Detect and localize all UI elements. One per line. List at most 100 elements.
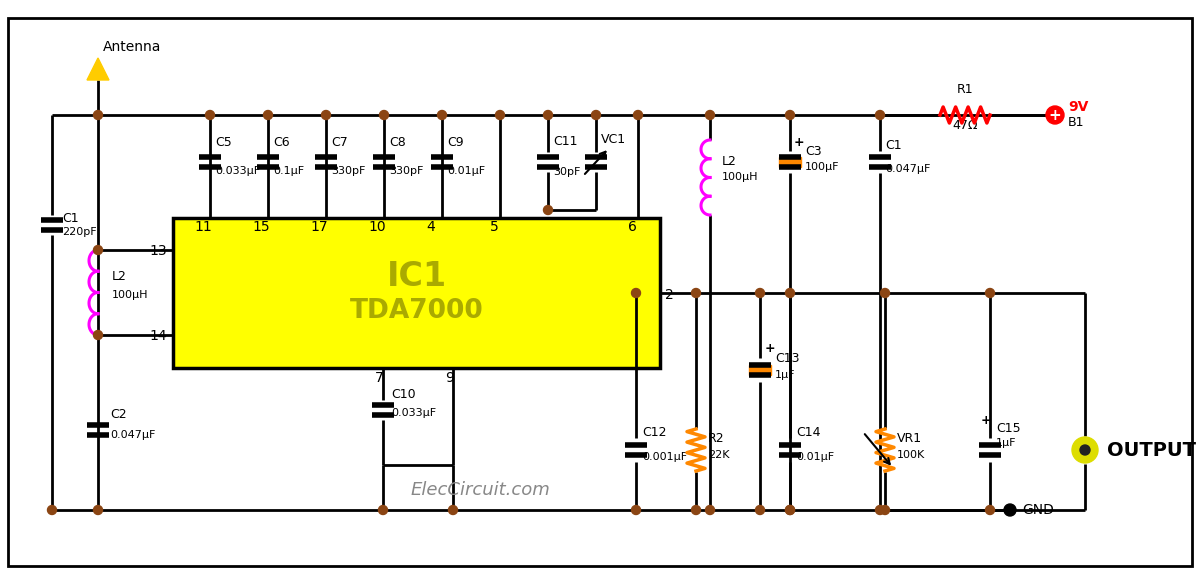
Text: GND: GND — [1022, 503, 1054, 517]
Text: 47Ω: 47Ω — [953, 119, 978, 132]
Circle shape — [786, 110, 794, 120]
Circle shape — [205, 110, 215, 120]
Text: OUTPUT: OUTPUT — [1108, 440, 1196, 460]
Text: C3: C3 — [805, 145, 822, 158]
Text: 4: 4 — [426, 220, 434, 234]
Text: +: + — [794, 136, 805, 149]
Text: VR1: VR1 — [898, 432, 922, 445]
Circle shape — [881, 505, 889, 515]
Text: 22K: 22K — [708, 450, 730, 460]
Circle shape — [786, 505, 794, 515]
Text: 0.033μF: 0.033μF — [391, 408, 436, 418]
Circle shape — [94, 331, 102, 339]
Circle shape — [94, 110, 102, 120]
Bar — [779, 157, 802, 167]
Circle shape — [496, 110, 504, 120]
Text: 0.001μF: 0.001μF — [642, 452, 688, 462]
Circle shape — [631, 289, 641, 297]
Circle shape — [634, 110, 642, 120]
Text: 0.047μF: 0.047μF — [110, 430, 155, 440]
Circle shape — [1072, 437, 1098, 463]
Text: C8: C8 — [389, 136, 406, 149]
Text: 100μH: 100μH — [722, 172, 758, 182]
Text: 0.047μF: 0.047μF — [886, 164, 930, 174]
Text: C1: C1 — [62, 211, 79, 224]
Text: 10: 10 — [368, 220, 385, 234]
Text: L2: L2 — [722, 155, 737, 168]
Text: C15: C15 — [996, 422, 1021, 435]
Text: TDA7000: TDA7000 — [349, 298, 484, 324]
Text: +: + — [766, 342, 775, 355]
Circle shape — [1004, 504, 1016, 516]
Circle shape — [876, 505, 884, 515]
Text: 11: 11 — [194, 220, 211, 234]
Text: 0.1μF: 0.1μF — [274, 166, 304, 176]
Text: 0.01μF: 0.01μF — [446, 166, 485, 176]
Text: C6: C6 — [274, 136, 289, 149]
Circle shape — [322, 110, 330, 120]
Circle shape — [706, 110, 714, 120]
Text: 13: 13 — [149, 244, 167, 258]
Text: 9V: 9V — [1068, 100, 1088, 114]
Text: C11: C11 — [553, 135, 577, 148]
Text: IC1: IC1 — [386, 260, 446, 293]
Circle shape — [592, 110, 600, 120]
Circle shape — [379, 110, 389, 120]
Text: 17: 17 — [310, 220, 328, 234]
Circle shape — [881, 289, 889, 297]
Circle shape — [48, 505, 56, 515]
Circle shape — [94, 246, 102, 254]
Text: ElecCircuit.com: ElecCircuit.com — [410, 481, 550, 499]
Text: 330pF: 330pF — [389, 166, 424, 176]
Circle shape — [1046, 106, 1064, 124]
Circle shape — [706, 505, 714, 515]
Text: 1μF: 1μF — [775, 370, 796, 380]
Text: C14: C14 — [796, 426, 821, 439]
Text: 0.033μF: 0.033μF — [215, 166, 260, 176]
Text: 100μF: 100μF — [805, 162, 840, 172]
Text: 0.01μF: 0.01μF — [796, 452, 834, 462]
Circle shape — [786, 289, 794, 297]
Circle shape — [786, 505, 794, 515]
Text: L2: L2 — [112, 271, 127, 284]
Text: 6: 6 — [628, 220, 637, 234]
Text: C12: C12 — [642, 426, 666, 439]
Text: 15: 15 — [252, 220, 270, 234]
Circle shape — [94, 505, 102, 515]
Text: C9: C9 — [446, 136, 463, 149]
Circle shape — [264, 110, 272, 120]
Text: 100K: 100K — [898, 450, 925, 460]
Circle shape — [985, 505, 995, 515]
Text: 100μH: 100μH — [112, 290, 149, 300]
Text: 7: 7 — [374, 371, 384, 385]
Text: Antenna: Antenna — [103, 40, 161, 54]
Text: +: + — [1049, 107, 1061, 123]
Text: R2: R2 — [708, 432, 725, 445]
Circle shape — [876, 110, 884, 120]
Text: C10: C10 — [391, 388, 415, 401]
Text: C2: C2 — [110, 408, 127, 421]
Circle shape — [544, 206, 552, 214]
Circle shape — [691, 289, 701, 297]
Text: 14: 14 — [149, 329, 167, 343]
Bar — [749, 365, 772, 375]
Text: C7: C7 — [331, 136, 348, 149]
Circle shape — [544, 110, 552, 120]
Circle shape — [1080, 445, 1090, 455]
Text: +: + — [980, 414, 991, 427]
Polygon shape — [88, 58, 109, 80]
Circle shape — [378, 505, 388, 515]
Circle shape — [438, 110, 446, 120]
Text: B1: B1 — [1068, 117, 1085, 130]
Text: VC1: VC1 — [601, 133, 626, 146]
Circle shape — [449, 505, 457, 515]
Circle shape — [985, 289, 995, 297]
Text: 330pF: 330pF — [331, 166, 365, 176]
Text: 2: 2 — [665, 288, 673, 302]
Text: R1: R1 — [956, 83, 973, 96]
Circle shape — [756, 289, 764, 297]
Text: 1μF: 1μF — [996, 438, 1016, 448]
Text: C5: C5 — [215, 136, 232, 149]
Circle shape — [691, 505, 701, 515]
Text: C13: C13 — [775, 352, 799, 365]
